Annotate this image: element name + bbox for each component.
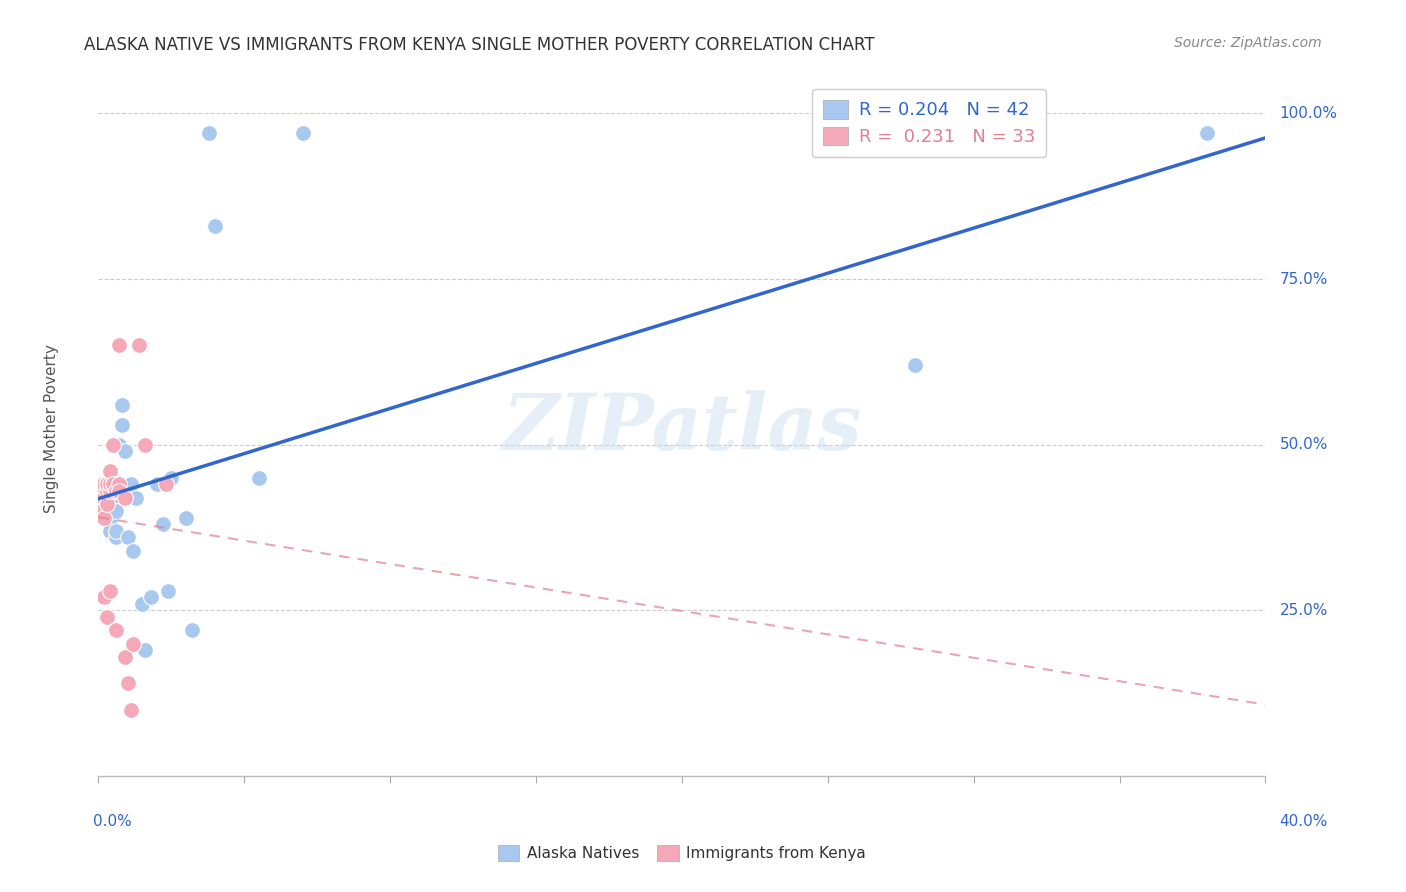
Point [90,477,112,491]
Text: 100.0%: 100.0% [1279,106,1337,121]
Point [93,484,115,499]
Point [204,219,226,233]
Point [96,497,118,511]
Text: Source: ZipAtlas.com: Source: ZipAtlas.com [1174,36,1322,50]
Legend: Alaska Natives, Immigrants from Kenya: Alaska Natives, Immigrants from Kenya [492,839,872,868]
Point [90,504,112,518]
Point [108,338,131,352]
Text: 75.0%: 75.0% [1279,271,1327,286]
Point [101,484,124,499]
Text: ZIPatlas: ZIPatlas [502,390,862,467]
Point [98,524,121,538]
Point [93,510,115,524]
Point [117,676,139,690]
Point [111,398,134,412]
Point [134,438,156,452]
Point [128,338,150,352]
Point [101,477,124,491]
Point [174,510,197,524]
Point [104,531,127,545]
Point [101,484,124,499]
Text: ALASKA NATIVE VS IMMIGRANTS FROM KENYA SINGLE MOTHER POVERTY CORRELATION CHART: ALASKA NATIVE VS IMMIGRANTS FROM KENYA S… [84,36,875,54]
Point [98,484,121,499]
Point [111,417,134,432]
Point [98,477,121,491]
Point [146,477,169,491]
Point [125,491,148,505]
Point [98,464,121,478]
Point [101,438,124,452]
Point [291,126,314,140]
Point [155,477,177,491]
Point [101,477,124,491]
Text: 50.0%: 50.0% [1279,437,1327,452]
Point [90,484,112,499]
Point [104,624,127,638]
Point [114,491,136,505]
Point [122,636,145,650]
Point [93,477,115,491]
Point [160,471,183,485]
Point [93,504,115,518]
Point [117,531,139,545]
Point [139,590,162,604]
Point [93,484,115,499]
Point [101,477,124,491]
Point [104,624,127,638]
Point [108,484,131,499]
Point [152,517,174,532]
Point [96,484,118,499]
Point [96,484,118,499]
Text: 40.0%: 40.0% [1279,814,1327,830]
Point [114,444,136,458]
Point [93,590,115,604]
Point [120,477,142,491]
Point [96,477,118,491]
Point [131,597,153,611]
Text: Single Mother Poverty: Single Mother Poverty [44,343,59,513]
Point [96,497,118,511]
Point [101,477,124,491]
Point [134,643,156,657]
Point [198,126,221,140]
Point [98,484,121,499]
Point [93,491,115,505]
Point [96,477,118,491]
Point [108,438,131,452]
Point [104,484,127,499]
Point [104,524,127,538]
Point [1195,126,1218,140]
Point [96,477,118,491]
Point [122,543,145,558]
Point [180,624,202,638]
Point [96,610,118,624]
Point [98,583,121,598]
Point [98,510,121,524]
Point [247,471,270,485]
Point [157,583,180,598]
Point [120,703,142,717]
Point [904,358,927,372]
Text: 0.0%: 0.0% [93,814,131,830]
Point [101,491,124,505]
Point [114,649,136,664]
Point [93,477,115,491]
Text: 25.0%: 25.0% [1279,603,1327,618]
Point [108,477,131,491]
Point [104,504,127,518]
Point [90,477,112,491]
